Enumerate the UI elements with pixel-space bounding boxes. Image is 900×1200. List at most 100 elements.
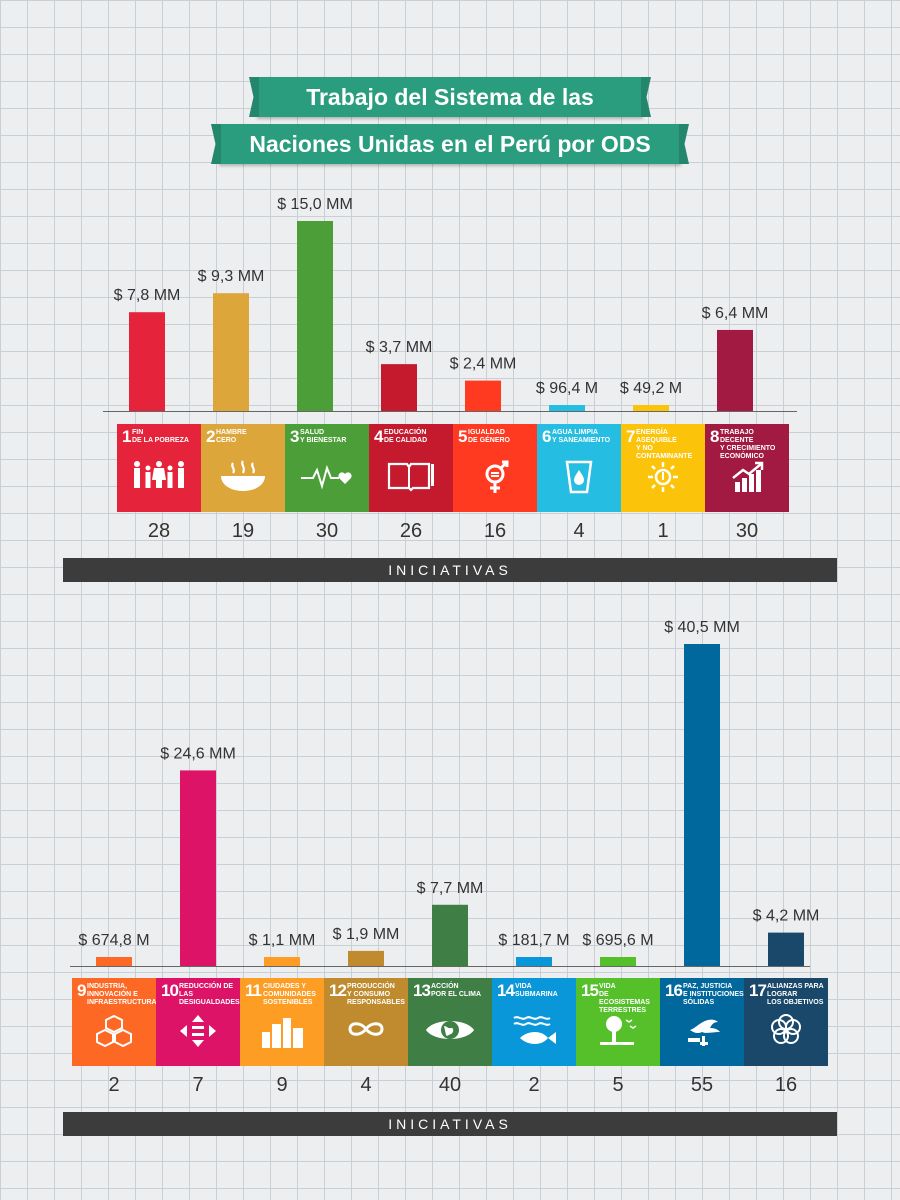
- initiatives-count-8: 30: [735, 520, 759, 542]
- sdg-tile-17: 17 ALIANZAS PARA LOGRAR LOS OBJETIVOS: [744, 978, 828, 1066]
- bar-a-4: [381, 364, 417, 411]
- initiatives-count-13: 40: [438, 1074, 462, 1096]
- sdg-tile-8: 8 TRABAJO DECENTE Y CRECIMIENTO ECONÓMICO: [705, 424, 789, 512]
- bar-b-9: [768, 932, 804, 966]
- value-label-a-7: $ 49,2 M: [620, 380, 682, 397]
- value-label-a-1: $ 7,8 MM: [114, 287, 181, 304]
- sdg-number: 17: [749, 981, 767, 1000]
- sdg-tile-13: 13 ACCIÓN POR EL CLIMA: [408, 978, 492, 1066]
- sdg-number: 2: [206, 427, 216, 446]
- dove-icon: [660, 1014, 744, 1053]
- value-label-b-3: $ 1,1 MM: [249, 932, 316, 949]
- iniciativas-bar-bottom: INICIATIVAS: [63, 1112, 837, 1136]
- title-line-2: Naciones Unidas en el Perú por ODS: [219, 124, 681, 164]
- bar-a-6: [549, 405, 585, 411]
- sdg-tile-3: 3 SALUD Y BIENESTAR: [285, 424, 369, 512]
- bowl-icon: [201, 460, 285, 497]
- equality-icon: [156, 1014, 240, 1053]
- value-label-b-8: $ 40,5 MM: [664, 619, 740, 636]
- value-label-a-3: $ 15,0 MM: [277, 196, 353, 213]
- initiatives-count-2: 19: [231, 520, 255, 542]
- sdg-label: VIDA SUBMARINA: [515, 983, 558, 998]
- sdg-label: FIN DE LA POBREZA: [132, 429, 189, 444]
- value-label-a-5: $ 2,4 MM: [450, 356, 517, 373]
- value-label-b-4: $ 1,9 MM: [333, 926, 400, 943]
- sdg-tile-16: 16 PAZ, JUSTICIA E INSTITUCIONES SÓLIDAS: [660, 978, 744, 1066]
- sun-icon: [621, 460, 705, 499]
- sdg-number: 1: [122, 427, 132, 446]
- sdg-tile-15: 15 VIDA DE ECOSISTEMAS TERRESTRES: [576, 978, 660, 1066]
- sdg-tile-4: 4 EDUCACIÓN DE CALIDAD: [369, 424, 453, 512]
- bar-a-3: [297, 221, 333, 411]
- value-label-b-1: $ 674,8 M: [78, 932, 149, 949]
- initiatives-count-16: 55: [690, 1074, 714, 1096]
- sdg-label: EDUCACIÓN DE CALIDAD: [384, 429, 428, 444]
- sdg-label: SALUD Y BIENESTAR: [300, 429, 347, 444]
- sdg-number: 9: [77, 981, 87, 1000]
- bar-b-3: [264, 957, 300, 966]
- value-label-a-2: $ 9,3 MM: [198, 268, 265, 285]
- value-label-a-6: $ 96,4 M: [536, 380, 598, 397]
- value-label-b-2: $ 24,6 MM: [160, 745, 236, 762]
- bar-a-1: [129, 312, 165, 411]
- title-line-1: Trabajo del Sistema de las: [257, 77, 643, 117]
- sdg-label: ENERGÍA ASEQUIBLE Y NO CONTAMINANTE: [636, 429, 693, 460]
- sdg-label: AGUA LIMPIA Y SANEAMIENTO: [552, 429, 611, 444]
- infinity-icon: [324, 1014, 408, 1049]
- initiatives-count-17: 16: [774, 1074, 798, 1096]
- eye-globe-icon: [408, 1014, 492, 1051]
- fish-icon: [492, 1014, 576, 1053]
- sdg-tile-5: 5 IGUALDAD DE GÉNERO: [453, 424, 537, 512]
- sdg-number: 11: [245, 981, 262, 1000]
- sdg-label: HAMBRE CERO: [216, 429, 247, 444]
- sdg-number: 14: [497, 981, 515, 1000]
- sdg-number: 3: [290, 427, 300, 446]
- cubes-icon: [72, 1014, 156, 1053]
- initiatives-count-9: 2: [108, 1074, 120, 1096]
- value-label-a-4: $ 3,7 MM: [366, 339, 433, 356]
- sdg-label: REDUCCIÓN DE LAS DESIGUALDADES: [179, 983, 240, 1006]
- sdg-number: 10: [161, 981, 179, 1000]
- sdg-label: CIUDADES Y COMUNIDADES SOSTENIBLES: [263, 983, 316, 1006]
- initiatives-count-3: 30: [315, 520, 339, 542]
- sdg-label: VIDA DE ECOSISTEMAS TERRESTRES: [599, 983, 650, 1014]
- sdg-tile-6: 6 AGUA LIMPIA Y SANEAMIENTO: [537, 424, 621, 512]
- bar-b-6: [516, 957, 552, 966]
- value-label-b-9: $ 4,2 MM: [753, 908, 820, 925]
- baseline-bottom: [70, 966, 810, 967]
- sdg-number: 13: [413, 981, 431, 1000]
- initiatives-count-10: 7: [192, 1074, 204, 1096]
- sdg-tile-1: 1 FIN DE LA POBREZA: [117, 424, 201, 512]
- iniciativas-bar-top: INICIATIVAS: [63, 558, 837, 582]
- value-label-a-8: $ 6,4 MM: [702, 305, 769, 322]
- bar-b-5: [432, 904, 468, 966]
- initiatives-count-14: 2: [528, 1074, 540, 1096]
- bar-a-7: [633, 405, 669, 411]
- initiatives-count-4: 26: [399, 520, 423, 542]
- sdg-tile-11: 11 CIUDADES Y COMUNIDADES SOSTENIBLES: [240, 978, 324, 1066]
- bar-a-2: [213, 293, 249, 411]
- sdg-label: ACCIÓN POR EL CLIMA: [431, 983, 482, 998]
- sdg-number: 5: [458, 427, 468, 446]
- book-icon: [369, 460, 453, 497]
- sdg-label: PRODUCCIÓN Y CONSUMO RESPONSABLES: [347, 983, 405, 1006]
- initiatives-count-1: 28: [147, 520, 171, 542]
- initiatives-count-11: 9: [276, 1074, 288, 1096]
- bar-b-7: [600, 957, 636, 966]
- city-icon: [240, 1014, 324, 1053]
- heartbeat-icon: [285, 460, 369, 497]
- bar-b-1: [96, 957, 132, 966]
- baseline-top: [103, 411, 797, 412]
- sdg-tile-9: 9 INDUSTRIA, INNOVACIÓN E INFRAESTRUCTURA: [72, 978, 156, 1066]
- sdg-number: 15: [581, 981, 599, 1000]
- sdg-tile-12: 12 PRODUCCIÓN Y CONSUMO RESPONSABLES: [324, 978, 408, 1066]
- bar-b-8: [684, 644, 720, 966]
- sdg-number: 6: [542, 427, 552, 446]
- sdg-number: 8: [710, 427, 720, 446]
- value-label-b-6: $ 181,7 M: [498, 932, 569, 949]
- bar-b-4: [348, 950, 384, 966]
- family-icon: [117, 460, 201, 495]
- bar-a-8: [717, 329, 753, 411]
- sdg-label: IGUALDAD DE GÉNERO: [468, 429, 511, 444]
- sdg-tile-2: 2 HAMBRE CERO: [201, 424, 285, 512]
